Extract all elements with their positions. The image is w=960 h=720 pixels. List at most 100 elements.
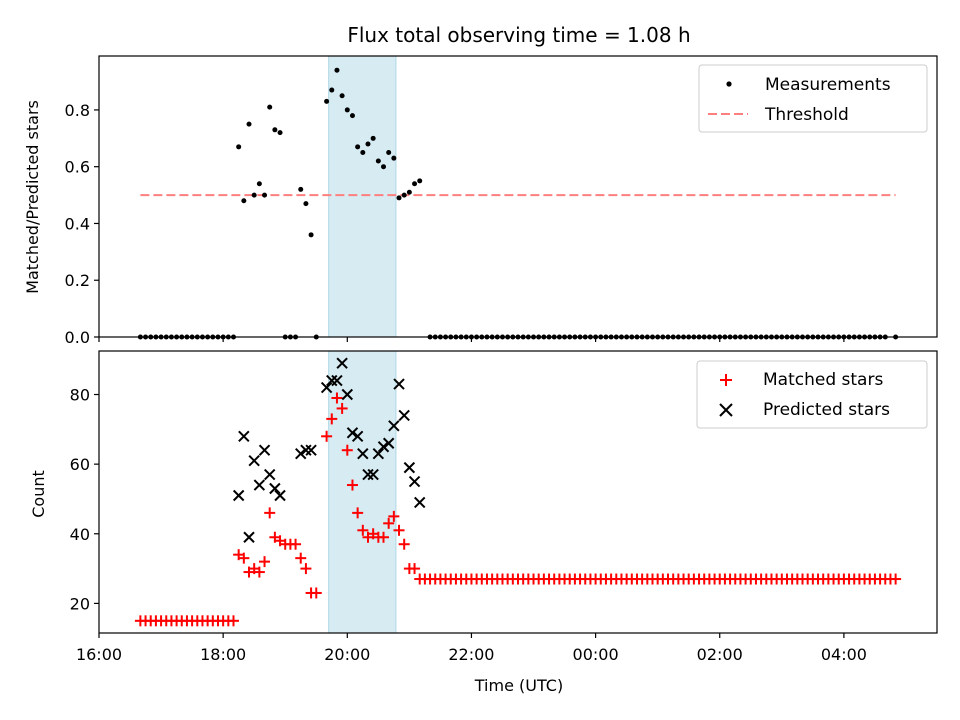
predicted-star-point — [232, 489, 245, 502]
legend-measurements-label: Measurements — [765, 75, 891, 95]
measurement-point — [370, 135, 376, 141]
matched-star-point — [388, 510, 400, 522]
measurement-point — [339, 93, 345, 99]
measurement-point — [277, 130, 283, 136]
x-tick-label: 02:00 — [697, 645, 743, 664]
measurement-point — [334, 67, 340, 73]
predicted-star-point — [305, 444, 317, 456]
measurement-point — [355, 144, 361, 150]
x-axis-label: Time (UTC) — [474, 676, 563, 695]
matched-star-point — [238, 552, 250, 564]
x-tick-label: 04:00 — [821, 645, 867, 664]
matched-star-point — [259, 556, 271, 568]
measurement-point — [256, 181, 262, 187]
predicted-star-point — [372, 447, 385, 460]
measurement-point — [396, 195, 402, 201]
measurement-point — [381, 164, 387, 170]
measurement-point — [417, 178, 423, 184]
matched-star-point — [326, 413, 338, 425]
bottom-x-ticks: 16:00 18:00 20:00 22:00 00:00 02:00 04:00 — [76, 633, 867, 664]
matched-star-point — [393, 524, 405, 536]
y-tick-label: 40 — [70, 525, 90, 544]
matched-star-point — [890, 573, 902, 585]
predicted-star-point — [238, 430, 250, 443]
matched-star-point — [352, 507, 364, 519]
measurement-point — [298, 186, 304, 192]
predicted-star-point — [362, 468, 374, 481]
matched-star-point — [300, 563, 312, 575]
measurement-point — [391, 155, 397, 161]
matched-star-point — [264, 507, 276, 519]
matched-star-point — [253, 566, 265, 578]
predicted-star-point — [398, 409, 410, 422]
predicted-star-point — [253, 479, 266, 491]
measurement-point — [412, 181, 418, 187]
measurement-point — [303, 201, 309, 207]
measurement-point — [251, 192, 257, 198]
x-tick-label: 00:00 — [573, 645, 619, 664]
measurement-point — [272, 127, 278, 133]
predicted-star-point — [414, 496, 426, 509]
y-tick-label: 0.2 — [65, 271, 90, 290]
measurement-point — [262, 192, 268, 198]
y-tick-label: 80 — [70, 386, 90, 405]
top-highlight-span — [328, 55, 397, 338]
predicted-star-point — [269, 482, 281, 495]
predicted-star-point — [331, 374, 343, 387]
measurement-point — [241, 198, 247, 204]
predicted-star-point — [377, 441, 390, 453]
bottom-y-ticks: 20 40 60 80 — [70, 386, 99, 613]
top-panel: 0.00.20.40.60.8 Matched/Predicted stars … — [23, 55, 938, 347]
predicted-star-point — [403, 461, 416, 474]
predicted-star-point — [320, 381, 333, 394]
matched-star-point — [321, 430, 333, 442]
measurement-point — [401, 192, 407, 198]
measurement-point — [308, 232, 314, 238]
measurement-point — [329, 87, 335, 93]
bottom-axes-frame — [98, 350, 938, 634]
matched-star-point — [295, 552, 307, 564]
predicted-star-point — [408, 475, 421, 488]
bottom-panel: 20 40 60 80 16:00 18:00 20:00 22:00 00:00 02:00 0… — [29, 350, 938, 695]
matched-star-point — [331, 392, 343, 404]
y-tick-label: 0.6 — [65, 158, 90, 177]
predicted-star-point — [336, 357, 348, 369]
top-y-ticks: 0.0 0.2 0.4 0.6 0.8 — [65, 101, 99, 347]
predicted-star-point — [326, 374, 338, 387]
measurement-point — [360, 150, 366, 156]
predicted-star-point — [388, 420, 400, 432]
y-tick-label: 60 — [70, 455, 90, 474]
measurement-point — [246, 121, 252, 127]
predicted-stars-points — [232, 357, 426, 543]
x-tick-label: 22:00 — [448, 645, 494, 664]
predicted-star-point — [346, 427, 359, 439]
legend-measurements-marker — [726, 81, 732, 87]
y-tick-label: 0.0 — [65, 328, 90, 347]
measurement-point — [386, 150, 392, 156]
y-tick-label: 0.4 — [65, 214, 90, 233]
matched-star-point — [383, 517, 395, 529]
matched-star-point — [409, 563, 421, 575]
top-x-ticks — [98, 337, 845, 342]
measurement-point — [406, 189, 412, 195]
x-tick-label: 20:00 — [324, 645, 370, 664]
y-tick-label: 0.8 — [65, 101, 90, 120]
matched-star-point — [357, 524, 369, 536]
measurement-point — [349, 113, 355, 119]
predicted-star-point — [263, 468, 276, 481]
matched-star-point — [346, 479, 358, 491]
predicted-star-point — [341, 388, 354, 401]
predicted-star-point — [295, 447, 307, 460]
bottom-highlight-span — [328, 350, 397, 634]
x-tick-label: 18:00 — [200, 645, 246, 664]
legend-predicted-marker — [719, 403, 733, 417]
top-y-axis-label: Matched/Predicted stars — [23, 100, 42, 294]
legend-matched-label: Matched stars — [763, 370, 883, 390]
y-tick-label: 20 — [70, 594, 90, 613]
predicted-star-point — [393, 378, 405, 390]
chart-title: Flux total observing time = 1.08 h — [347, 23, 690, 47]
bottom-legend-box — [696, 360, 928, 429]
matched-star-point — [341, 444, 353, 456]
top-legend: Measurements Threshold — [698, 64, 928, 133]
